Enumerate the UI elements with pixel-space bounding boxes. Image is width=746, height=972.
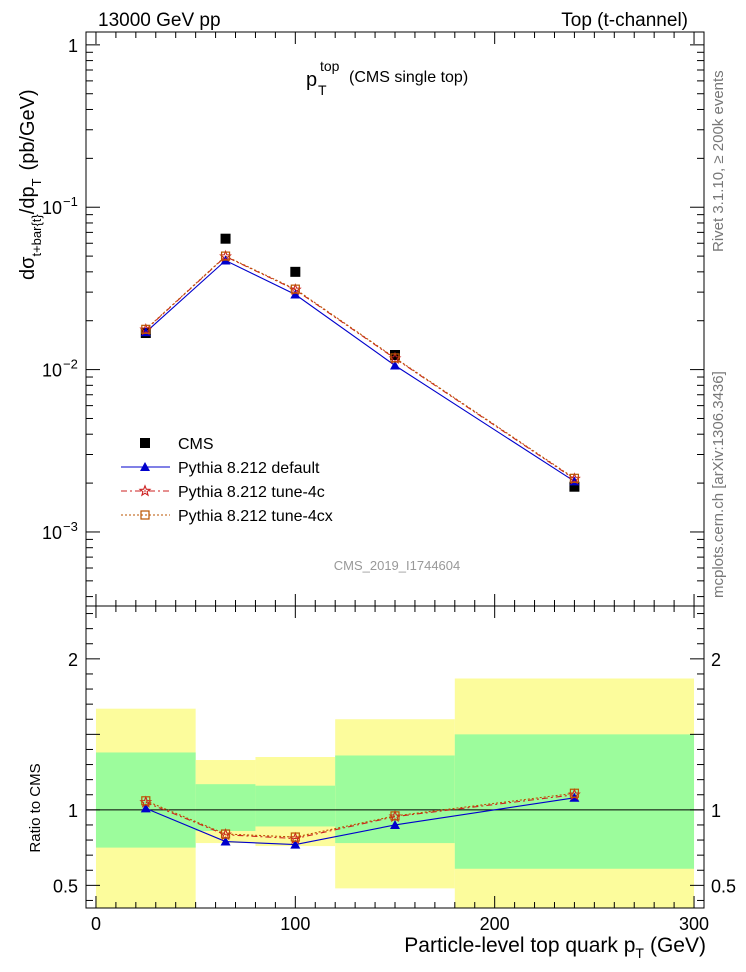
legend: CMS Pythia 8.212 default Pythia 8.212 tune…	[121, 436, 333, 525]
ratio-band-inner-3	[335, 755, 455, 844]
main-ylabel: dσt+bar{t}/dpT (pb/GeV)	[17, 89, 44, 280]
ratio-point-2-0	[141, 796, 151, 806]
main-title-rest: (CMS single top)	[349, 69, 468, 86]
legend-label: Pythia 8.212 tune-4cx	[178, 508, 333, 525]
ratio-line-1	[145, 794, 575, 840]
main-point-0-2	[290, 266, 301, 277]
ratio-point-0-1	[220, 836, 231, 846]
main-point-3-2	[290, 284, 300, 294]
main-point-0-3	[390, 350, 400, 361]
legend-marker	[140, 438, 150, 448]
main-point-3-4	[569, 473, 580, 483]
ratio-y-tick-label-right: 1	[711, 801, 721, 821]
legend-marker	[140, 462, 150, 471]
legend-marker	[138, 484, 152, 497]
ratio-band-inner-2	[255, 785, 336, 827]
ratio-y-tick-label-right: 2	[711, 650, 721, 670]
x-tick-label: 300	[679, 914, 709, 934]
ratio-point-2-1	[220, 829, 231, 839]
legend-label: Pythia 8.212 default	[178, 460, 320, 477]
main-point-3-1	[220, 251, 231, 261]
main-point-3-0	[141, 324, 151, 334]
x-tick-label: 0	[91, 914, 101, 934]
main-ylabel-part-c: (pb/GeV)	[17, 89, 39, 170]
y-tick-mantissa: 1	[68, 36, 78, 56]
ratio-axis-ticks: 0 100 200 3000.5 0.51 12 2	[53, 606, 736, 934]
analysis-tag: CMS_2019_I1744604	[334, 558, 461, 573]
y-tick-mantissa: 10	[42, 361, 62, 381]
ratio-band-inner-1	[195, 784, 256, 831]
ratio-band-inner-0	[95, 752, 196, 848]
y-tick-exponent: −1	[63, 194, 78, 209]
y-tick-mantissa: 10	[42, 523, 62, 543]
ratio-y-tick-label-right: 0.5	[711, 876, 736, 896]
side-rivet-label: Rivet 3.1.10, ≥ 200k events	[710, 70, 727, 252]
main-ylabel-part-b-sub: T	[29, 178, 44, 186]
x-tick-label: 200	[480, 914, 510, 934]
ratio-point-0-0	[140, 803, 151, 813]
main-axis-ticks: 110−110−210−3	[42, 32, 704, 606]
y-tick-label: 10	[42, 198, 62, 218]
ratio-point-2-2	[290, 832, 300, 842]
y-tick-exponent: −2	[63, 357, 78, 372]
legend-item: Pythia 8.212 default	[121, 460, 320, 477]
header-process: Top (t-channel)	[561, 10, 688, 31]
y-tick-label: 10	[42, 523, 62, 543]
ratio-point-0-2	[290, 839, 301, 849]
ratio-point-2-4	[569, 788, 580, 798]
main-ylabel-part-a-sub: t+bar{t}	[29, 214, 44, 257]
legend-item: CMS	[140, 436, 214, 453]
y-tick-label: 10	[42, 361, 62, 381]
main-line-3	[145, 255, 575, 479]
xlabel-part-a: Particle-level top quark p	[404, 934, 635, 957]
legend-marker	[140, 510, 150, 520]
main-ylabel-part-b: /dp	[17, 186, 39, 214]
main-title-sub: T	[318, 82, 327, 98]
ratio-y-tick-label: 0.5	[53, 876, 78, 896]
ratio-panel	[86, 678, 704, 908]
y-tick-exponent: −3	[63, 519, 78, 534]
main-title: p	[306, 69, 317, 91]
xlabel: Particle-level top quark pT (GeV)	[404, 934, 706, 961]
ratio-point-2-3	[390, 811, 400, 821]
header-energy: 13000 GeV pp	[98, 10, 221, 31]
main-ylabel-part-a: dσ	[17, 256, 39, 280]
main-title-main: p	[306, 69, 317, 91]
ratio-line-2	[145, 792, 575, 838]
y-tick-mantissa: 10	[42, 198, 62, 218]
ratio-series-markers	[139, 787, 581, 849]
main-title-sup: top	[320, 58, 340, 74]
ratio-point-0-3	[390, 819, 400, 829]
legend-label: CMS	[178, 436, 214, 453]
main-point-0-1	[220, 233, 231, 244]
main-point-1-3	[390, 360, 400, 370]
xlabel-part-sub: T	[635, 945, 644, 961]
legend-item: Pythia 8.212 tune-4cx	[121, 508, 333, 525]
legend-label: Pythia 8.212 tune-4c	[178, 484, 325, 501]
side-source-label: mcplots.cern.ch [arXiv:1306.3436]	[710, 371, 727, 598]
xlabel-part-b: (GeV)	[650, 934, 706, 957]
x-tick-label: 100	[280, 914, 310, 934]
main-series-markers	[139, 233, 581, 492]
main-point-1-2	[290, 289, 301, 299]
ratio-y-tick-label: 2	[68, 650, 78, 670]
main-point-3-3	[390, 353, 400, 363]
legend-item: Pythia 8.212 tune-4c	[121, 484, 325, 501]
y-tick-label: 1	[68, 36, 78, 56]
main-point-0-4	[569, 481, 580, 492]
ratio-ylabel: Ratio to CMS	[27, 763, 44, 852]
ratio-y-tick-label: 1	[68, 801, 78, 821]
